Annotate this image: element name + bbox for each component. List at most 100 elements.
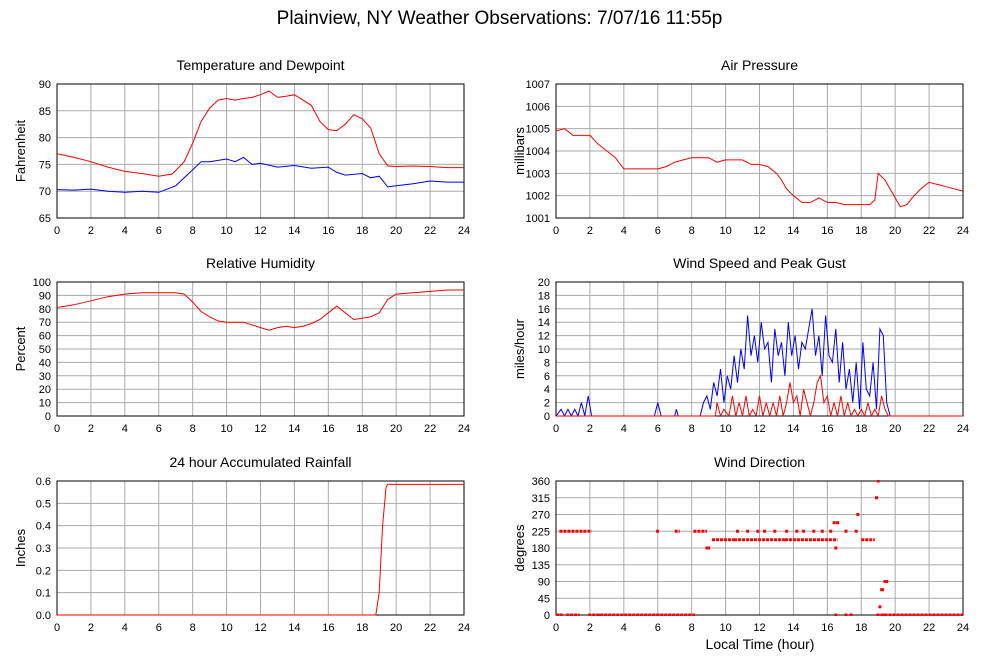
y-tick-label: 85: [39, 106, 51, 118]
chart-title: 24 hour Accumulated Rainfall: [169, 454, 351, 470]
x-tick-label: 12: [753, 225, 765, 237]
y-tick-label: 14: [538, 317, 550, 329]
y-tick-label: 70: [39, 317, 51, 329]
y-tick-label: 65: [39, 213, 51, 225]
x-tick-label: 22: [424, 622, 436, 634]
chart-title: Wind Speed and Peak Gust: [673, 255, 846, 271]
series-line-0: [57, 90, 464, 177]
x-tick-label: 2: [587, 622, 593, 634]
y-tick-label: 1007: [526, 79, 550, 91]
x-tick-label: 14: [288, 225, 300, 237]
y-tick-label: 90: [39, 290, 51, 302]
data-point: [832, 521, 836, 525]
series-line-1: [57, 156, 464, 193]
y-tick-label: 60: [39, 331, 51, 343]
x-tick-label: 16: [322, 423, 334, 435]
data-point: [763, 529, 767, 533]
y-axis-label: degrees: [512, 524, 527, 571]
data-point: [756, 529, 760, 533]
data-point: [834, 613, 838, 616]
x-tick-label: 24: [957, 622, 969, 634]
x-tick-label: 10: [719, 225, 731, 237]
x-tick-label: 12: [753, 423, 765, 435]
x-tick-label: 6: [156, 622, 162, 634]
y-tick-label: 135: [532, 560, 550, 572]
chart-title: Air Pressure: [721, 57, 798, 73]
data-point: [735, 529, 739, 533]
chart-title: Wind Direction: [714, 454, 805, 470]
data-point: [883, 580, 887, 583]
y-tick-label: 100: [33, 277, 51, 289]
y-tick-label: 360: [532, 476, 550, 488]
x-tick-label: 8: [190, 622, 196, 634]
y-tick-label: 50: [39, 344, 51, 356]
data-point: [856, 513, 860, 516]
series-line-0: [556, 128, 963, 208]
x-tick-label: 10: [719, 622, 731, 634]
x-tick-label: 18: [356, 423, 368, 435]
x-tick-label: 14: [787, 423, 799, 435]
x-tick-label: 8: [190, 423, 196, 435]
x-tick-label: 24: [458, 423, 470, 435]
x-tick-label: 2: [88, 225, 94, 237]
x-tick-label: 16: [322, 622, 334, 634]
data-point: [795, 529, 799, 533]
y-tick-label: 1001: [526, 213, 550, 225]
y-tick-label: 180: [532, 543, 550, 555]
y-tick-label: 0: [544, 411, 550, 423]
y-tick-label: 1003: [526, 168, 550, 180]
y-tick-label: 1006: [526, 101, 550, 113]
y-tick-label: 80: [39, 133, 51, 145]
x-tick-label: 2: [88, 622, 94, 634]
data-point: [596, 613, 600, 616]
plot-frame: [555, 83, 964, 219]
x-tick-label: 20: [889, 225, 901, 237]
x-tick-label: 4: [621, 622, 627, 634]
x-tick-label: 16: [821, 622, 833, 634]
x-tick-label: 16: [821, 423, 833, 435]
y-tick-label: 12: [538, 331, 550, 343]
series-line-0: [556, 308, 963, 417]
y-tick-label: 0: [544, 610, 550, 622]
y-tick-label: 8: [544, 357, 550, 369]
data-point: [705, 546, 709, 550]
y-tick-label: 10: [39, 398, 51, 410]
x-tick-label: 18: [356, 622, 368, 634]
plot-frame: [555, 480, 964, 616]
y-tick-label: 1004: [526, 146, 550, 158]
x-tick-label: 4: [621, 225, 627, 237]
x-tick-label: 4: [122, 225, 128, 237]
chart-title: Temperature and Dewpoint: [176, 57, 344, 73]
y-tick-label: 0.2: [36, 565, 51, 577]
x-tick-label: 22: [923, 423, 935, 435]
x-tick-label: 0: [553, 423, 559, 435]
plot-frame: [56, 83, 465, 219]
x-tick-label: 20: [889, 423, 901, 435]
y-tick-label: 90: [39, 79, 51, 91]
x-tick-label: 0: [54, 622, 60, 634]
y-tick-label: 10: [538, 344, 550, 356]
x-tick-label: 10: [220, 622, 232, 634]
x-tick-label: 10: [220, 423, 232, 435]
x-axis-label: Local Time (hour): [706, 636, 815, 652]
x-tick-label: 14: [288, 622, 300, 634]
x-tick-label: 6: [156, 423, 162, 435]
data-point: [849, 613, 853, 616]
y-tick-label: 0.3: [36, 543, 51, 555]
x-tick-label: 18: [855, 225, 867, 237]
y-tick-label: 30: [39, 371, 51, 383]
data-point: [883, 613, 887, 616]
data-point: [875, 496, 879, 500]
x-tick-label: 2: [587, 225, 593, 237]
x-tick-label: 0: [553, 622, 559, 634]
x-tick-label: 10: [719, 423, 731, 435]
y-axis-label: Percent: [13, 326, 28, 371]
x-tick-label: 6: [655, 622, 661, 634]
x-tick-label: 12: [254, 622, 266, 634]
y-tick-label: 1005: [526, 124, 550, 136]
